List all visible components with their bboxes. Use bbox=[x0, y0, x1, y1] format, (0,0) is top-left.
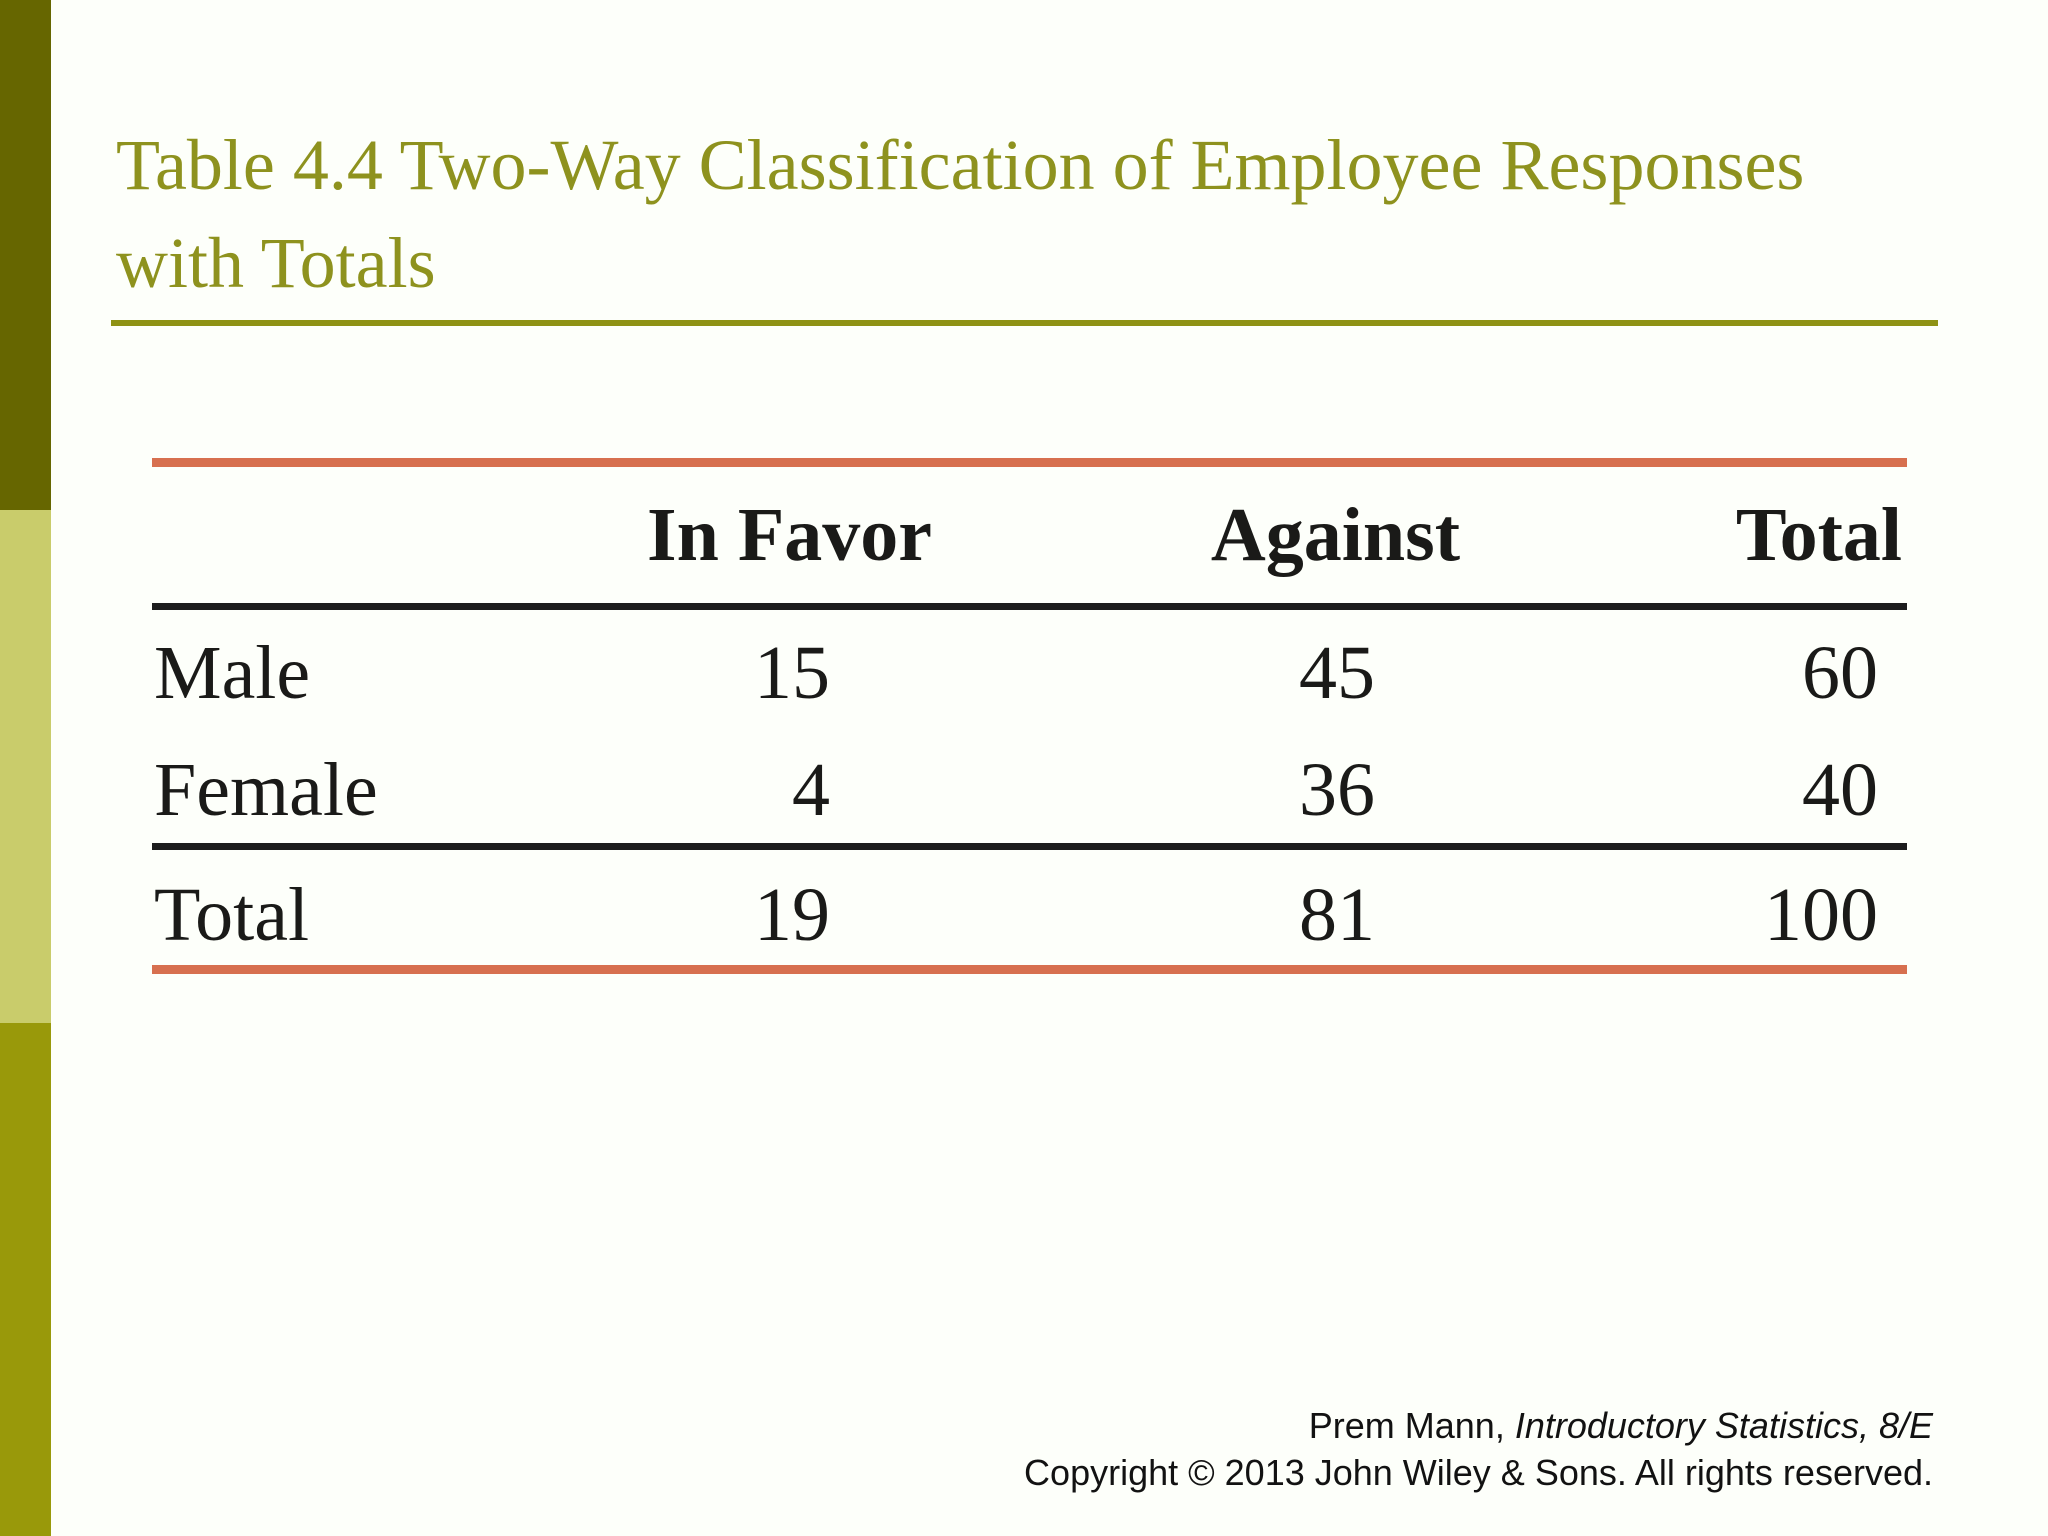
cell-total-against: 81 bbox=[1299, 873, 1375, 957]
slide-title: Table 4.4 Two-Way Classification of Empl… bbox=[116, 116, 1804, 312]
cell-female-in-favor: 4 bbox=[572, 721, 932, 850]
row-label-female: Female bbox=[152, 721, 572, 850]
copyright-line: Copyright © 2013 John Wiley & Sons. All … bbox=[1024, 1452, 1933, 1493]
sidebar-segment-light-olive bbox=[0, 510, 51, 1023]
credit-book-title: Introductory Statistics, 8/E bbox=[1514, 1405, 1933, 1446]
row-label-male: Male bbox=[154, 631, 311, 716]
table-header-row: In Favor Against Total bbox=[152, 462, 1907, 610]
table-row-male: Male 15 45 60 bbox=[152, 607, 1907, 722]
slide-title-line2: with Totals bbox=[116, 223, 436, 303]
cell-male-in-favor: 15 bbox=[754, 631, 830, 716]
two-way-classification-table: In Favor Against Total Male 15 45 60 Fem… bbox=[152, 458, 1907, 974]
table-corner-cell bbox=[152, 462, 572, 610]
cell-male-total: 60 bbox=[1802, 631, 1878, 716]
column-header-against: Against bbox=[932, 462, 1460, 610]
credit-author: Prem Mann, bbox=[1308, 1405, 1515, 1446]
title-underline-rule bbox=[111, 320, 1938, 326]
column-header-total: Total bbox=[1460, 462, 1907, 610]
cell-total-total: 100 bbox=[1764, 873, 1878, 957]
table-row-female: Female 4 36 40 bbox=[152, 721, 1907, 850]
sidebar-segment-dark-olive bbox=[0, 0, 51, 510]
table-row-total: Total 19 81 100 bbox=[152, 847, 1907, 970]
credit-footer: Prem Mann, Introductory Statistics, 8/E … bbox=[1024, 1402, 1933, 1496]
row-label-total: Total bbox=[154, 873, 310, 957]
credit-line: Prem Mann, Introductory Statistics, 8/E bbox=[1024, 1402, 1933, 1449]
cell-female-total: 40 bbox=[1460, 721, 1907, 850]
sidebar-segment-olive bbox=[0, 1023, 51, 1536]
column-header-in-favor: In Favor bbox=[572, 462, 932, 610]
cell-female-against: 36 bbox=[932, 721, 1460, 850]
cell-male-against: 45 bbox=[1299, 631, 1375, 716]
sidebar-accent-bar bbox=[0, 0, 51, 1536]
cell-total-in-favor: 19 bbox=[754, 873, 830, 957]
slide-title-line1: Table 4.4 Two-Way Classification of Empl… bbox=[116, 125, 1805, 205]
